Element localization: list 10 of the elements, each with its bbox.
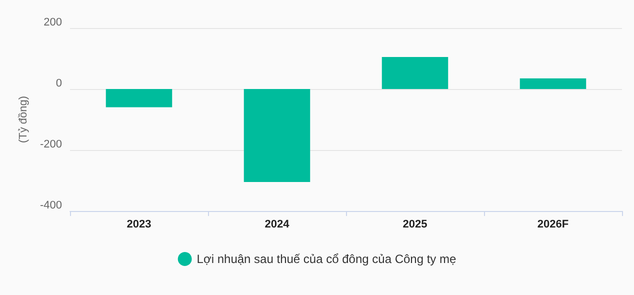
y-tick-label: -200 — [40, 138, 62, 150]
y-tick-label: 0 — [56, 78, 62, 90]
x-tick-label: 2025 — [402, 218, 428, 230]
y-axis-title: (Tỷ đồng) — [18, 96, 30, 144]
y-tick-label: 200 — [44, 16, 62, 28]
y-tick-label: -400 — [40, 200, 62, 212]
x-tick-label: 2026F — [537, 218, 569, 230]
legend-label: Lợi nhuận sau thuế của cổ đông của Công ty mẹ — [196, 252, 457, 266]
x-tick-label: 2024 — [264, 218, 290, 230]
x-tick-label: 2023 — [126, 218, 152, 230]
